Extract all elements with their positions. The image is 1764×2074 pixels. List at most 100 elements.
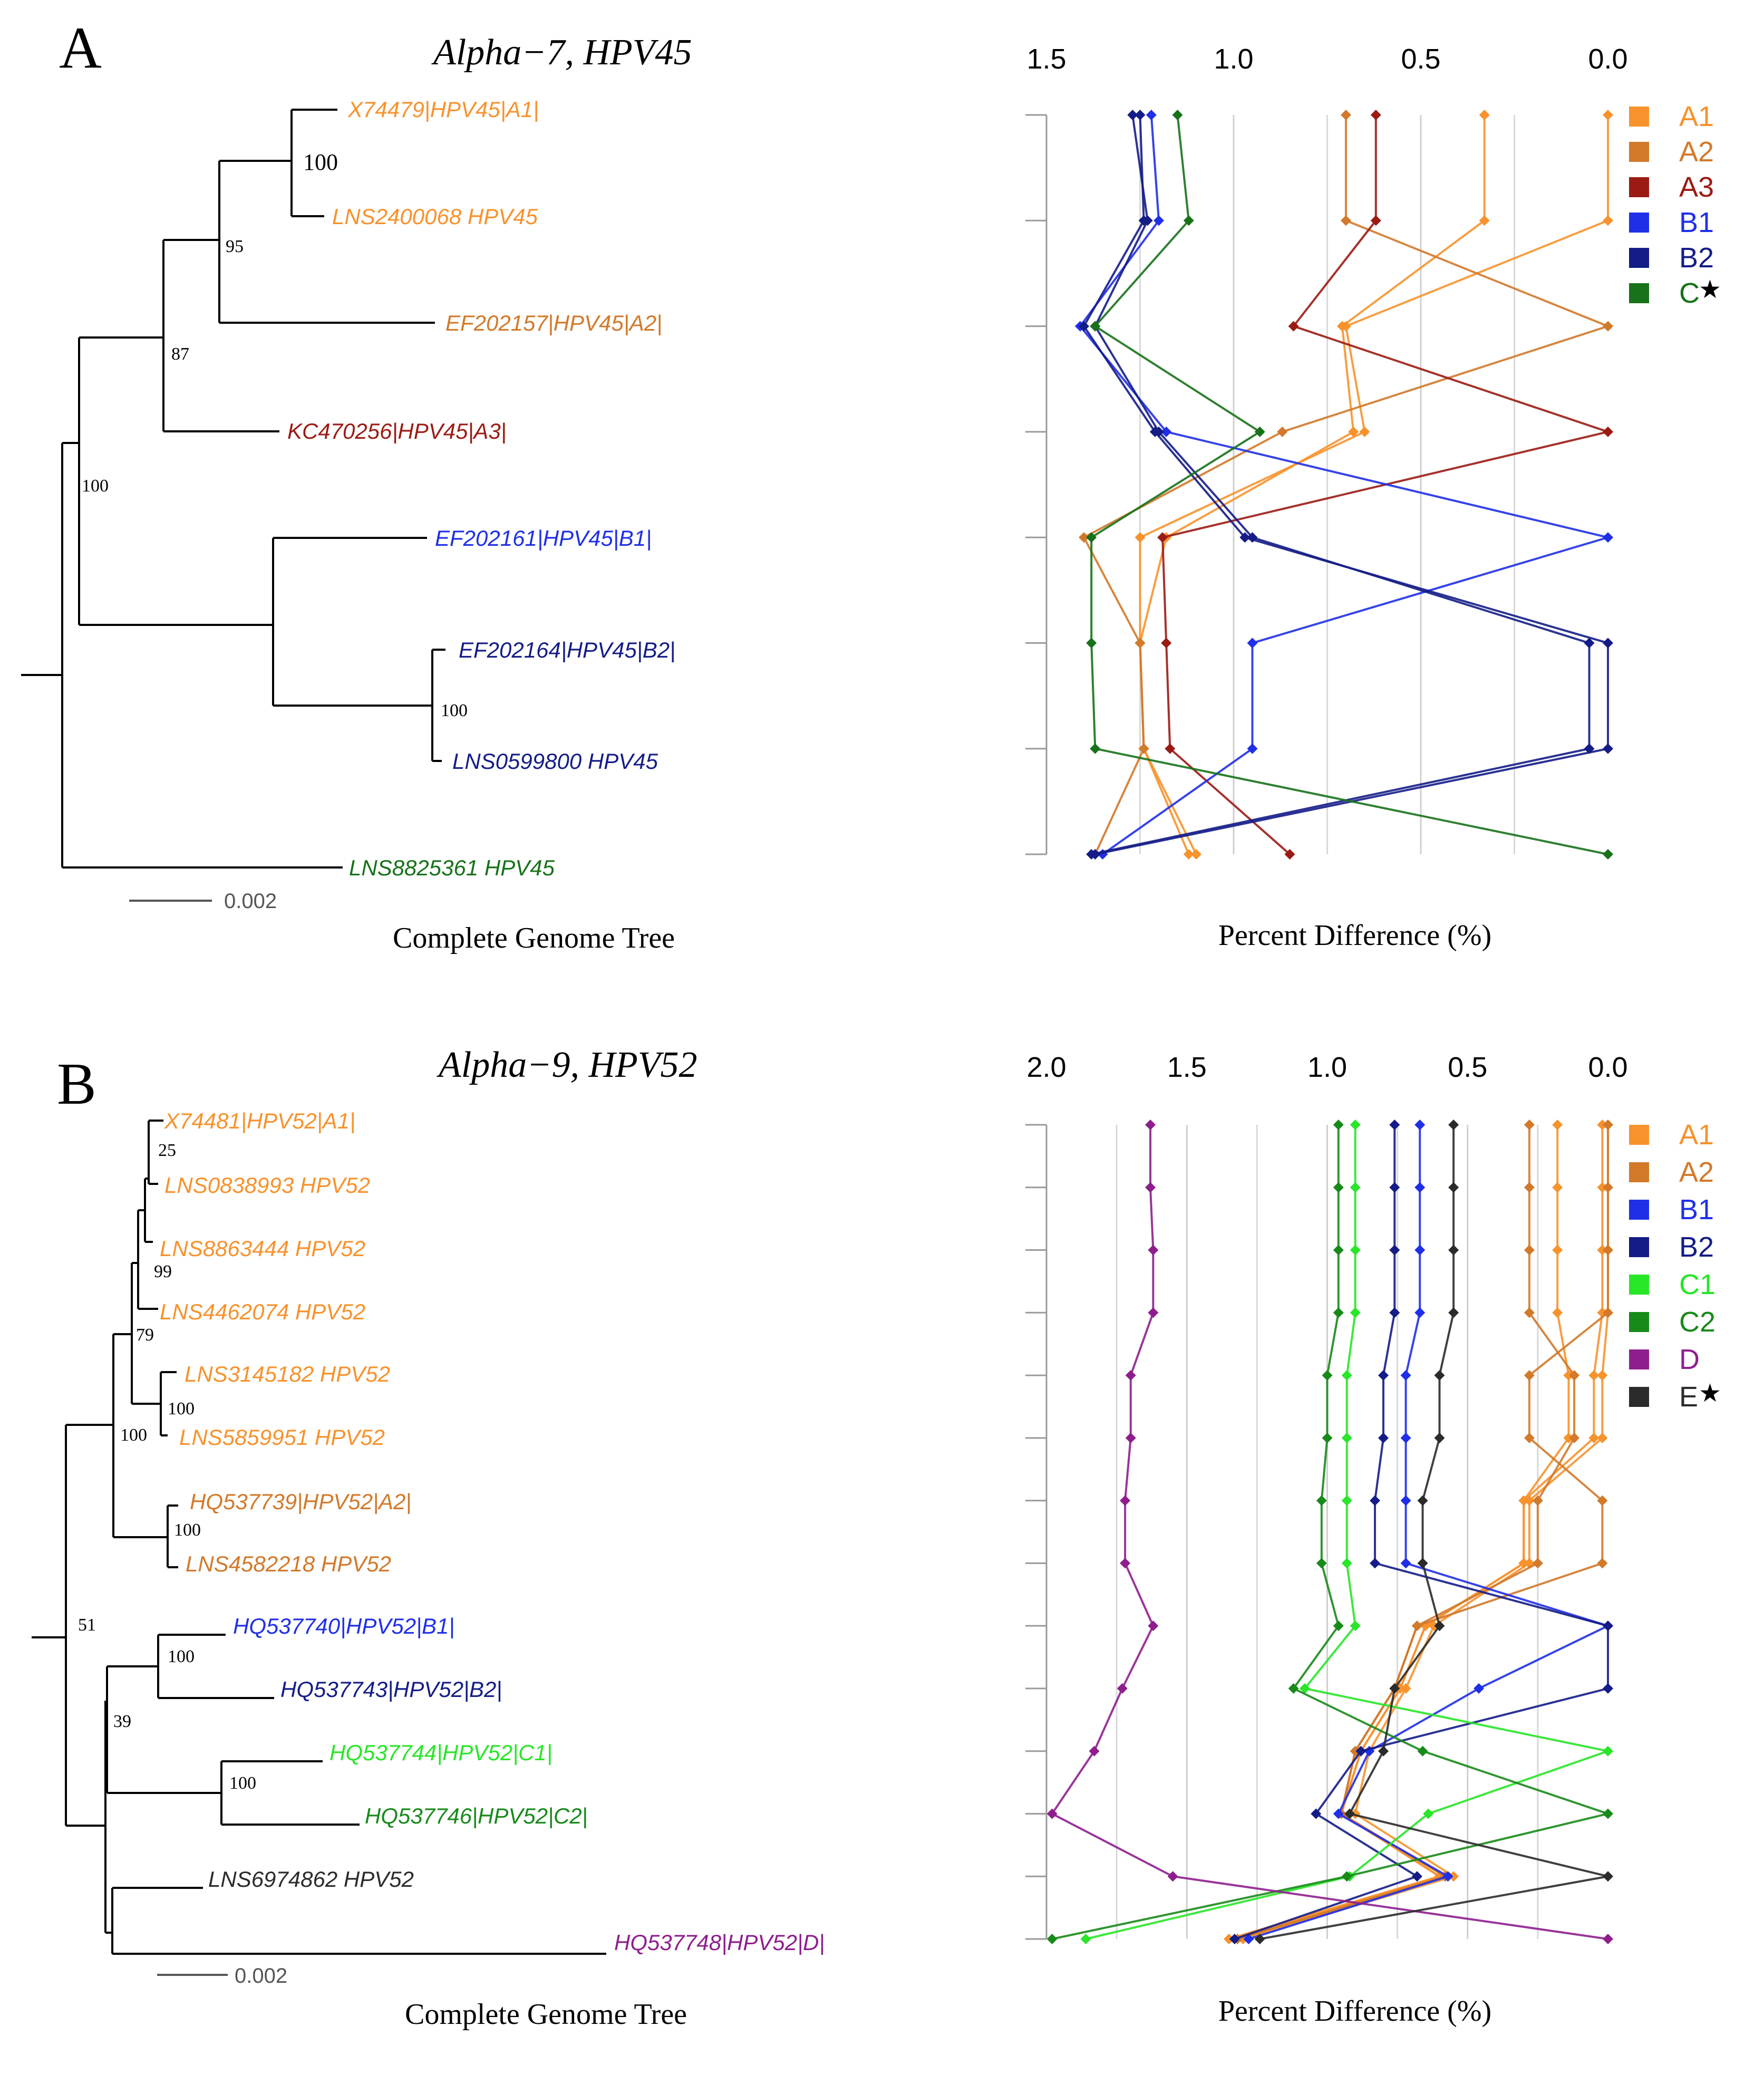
tree-leaf-label: EF202161|HPV45|B1| bbox=[435, 526, 652, 551]
data-point-B1 bbox=[1414, 1182, 1426, 1193]
tree-leaf-label: LNS5859951 HPV52 bbox=[179, 1425, 385, 1450]
tree-leaf-label: HQ537748|HPV52|D| bbox=[614, 1930, 825, 1955]
data-point-B2 bbox=[1370, 1495, 1381, 1506]
data-point-D bbox=[1120, 1495, 1131, 1506]
legend-swatch bbox=[1629, 283, 1649, 303]
data-point-B1 bbox=[1603, 532, 1613, 543]
series-line-B2 bbox=[1234, 1125, 1609, 1940]
data-point-A2 bbox=[1603, 1307, 1613, 1318]
data-point-B1 bbox=[1414, 1245, 1426, 1256]
data-point-E bbox=[1434, 1620, 1445, 1632]
data-point-A1 bbox=[1518, 1495, 1529, 1506]
data-point-A1 bbox=[1448, 1871, 1459, 1882]
tree-leaf-label: EF202164|HPV45|B2| bbox=[459, 638, 675, 663]
legend-swatch bbox=[1629, 1237, 1649, 1257]
panel-b-letter: B bbox=[57, 1052, 96, 1117]
x-tick-label: 1.5 bbox=[1026, 43, 1066, 75]
data-point-B2 bbox=[1127, 110, 1138, 120]
legend-swatch bbox=[1629, 1162, 1649, 1182]
data-point-B2 bbox=[1584, 743, 1595, 754]
legend-swatch bbox=[1629, 142, 1649, 162]
series-line-A1 bbox=[1139, 115, 1609, 855]
data-point-C bbox=[1086, 532, 1097, 543]
panel-a-leaf-labels: X74479|HPV45|A1| LNS2400068 HPV45 EF2021… bbox=[287, 97, 675, 880]
data-point-B1 bbox=[1414, 1120, 1426, 1130]
data-point-B2 bbox=[1389, 1245, 1400, 1256]
data-point-A3 bbox=[1165, 743, 1176, 754]
data-point-E bbox=[1434, 1432, 1445, 1443]
data-point-E bbox=[1254, 1934, 1265, 1944]
legend-label: D bbox=[1679, 1344, 1700, 1375]
series-line-C bbox=[1090, 114, 1608, 855]
panel-b-bootstraps: 25 99 79 100 100 100 51 100 39 100 bbox=[78, 1141, 256, 1793]
x-tick-label: 0.5 bbox=[1448, 1052, 1487, 1083]
data-point-D bbox=[1603, 1934, 1613, 1944]
data-point-C2 bbox=[1316, 1495, 1327, 1506]
data-point-A2 bbox=[1532, 1558, 1543, 1569]
data-point-D bbox=[1125, 1370, 1136, 1381]
data-point-C2 bbox=[1333, 1307, 1344, 1318]
data-point-A1 bbox=[1588, 1432, 1600, 1443]
bootstrap-value: 100 bbox=[120, 1425, 147, 1445]
data-point-A3 bbox=[1603, 426, 1613, 437]
series-line-A2 bbox=[1082, 115, 1611, 855]
data-point-B2 bbox=[1603, 743, 1613, 754]
legend-swatch bbox=[1629, 248, 1649, 268]
data-point-A1 bbox=[1191, 849, 1201, 860]
bootstrap-value: 100 bbox=[82, 476, 109, 496]
data-point-E bbox=[1389, 1683, 1400, 1694]
tree-leaf-label: LNS3145182 HPV52 bbox=[185, 1362, 390, 1386]
data-point-B2 bbox=[1229, 1934, 1240, 1944]
data-point-B1 bbox=[1247, 638, 1258, 649]
legend-label: E bbox=[1679, 1381, 1698, 1413]
tree-leaf-label: LNS2400068 HPV45 bbox=[332, 204, 538, 229]
legend-swatch bbox=[1629, 1275, 1649, 1295]
data-point-B1 bbox=[1146, 110, 1157, 120]
panel-b-title: Alpha−9, HPV52 bbox=[437, 1045, 697, 1085]
data-point-B1 bbox=[1414, 1307, 1426, 1318]
data-point-B1 bbox=[1400, 1370, 1411, 1381]
data-point-B2 bbox=[1603, 1683, 1613, 1694]
data-point-B1 bbox=[1400, 1558, 1411, 1569]
legend-label: A1 bbox=[1679, 1119, 1714, 1151]
data-point-C2 bbox=[1316, 1558, 1327, 1569]
bootstrap-value: 51 bbox=[78, 1615, 96, 1635]
data-point-A2 bbox=[1524, 1120, 1535, 1130]
data-point-E bbox=[1448, 1182, 1459, 1193]
data-point-C bbox=[1603, 849, 1613, 860]
legend-label: C2 bbox=[1679, 1306, 1715, 1338]
tree-leaf-label: HQ537740|HPV52|B1| bbox=[233, 1614, 454, 1639]
data-point-C bbox=[1183, 215, 1194, 226]
data-point-D bbox=[1089, 1745, 1100, 1757]
data-point-A1 bbox=[1552, 1182, 1563, 1193]
data-point-A1 bbox=[1552, 1120, 1563, 1130]
x-tick-label: 0.0 bbox=[1588, 1052, 1627, 1083]
data-point-D bbox=[1145, 1120, 1156, 1130]
tree-caption: Complete Genome Tree bbox=[393, 922, 675, 954]
series-line-A1 bbox=[1139, 115, 1486, 855]
data-point-A2 bbox=[1411, 1620, 1422, 1632]
bootstrap-value: 100 bbox=[168, 1399, 195, 1419]
data-point-B1 bbox=[1247, 743, 1258, 754]
tree-leaf-label: LNS8863444 HPV52 bbox=[160, 1236, 365, 1261]
tree-caption: Complete Genome Tree bbox=[405, 1998, 687, 2031]
data-point-A1 bbox=[1603, 215, 1613, 226]
data-point-A1 bbox=[1597, 1245, 1608, 1256]
data-point-A1 bbox=[1597, 1120, 1608, 1130]
x-tick-label: 0.0 bbox=[1588, 43, 1627, 75]
data-point-A3 bbox=[1161, 638, 1172, 649]
data-point-A3 bbox=[1157, 532, 1168, 543]
data-point-C2 bbox=[1322, 1432, 1333, 1443]
data-point-E bbox=[1448, 1245, 1459, 1256]
panel-b-leaf-labels: X74481|HPV52|A1| LNS0838993 HPV52 LNS886… bbox=[160, 1108, 825, 1955]
panel-a-tree: A Alpha−7, HPV45 X7 bbox=[21, 15, 692, 954]
data-point-B2 bbox=[1079, 321, 1089, 332]
data-point-A2 bbox=[1341, 215, 1351, 226]
data-point-C2 bbox=[1333, 1620, 1344, 1632]
data-point-B2 bbox=[1584, 638, 1595, 649]
bootstrap-value: 95 bbox=[226, 237, 244, 256]
data-point-B2 bbox=[1603, 638, 1613, 649]
tree-leaf-label: HQ537743|HPV52|B2| bbox=[280, 1677, 502, 1702]
x-tick-label: 2.0 bbox=[1026, 1052, 1066, 1083]
data-point-C2 bbox=[1333, 1245, 1344, 1256]
